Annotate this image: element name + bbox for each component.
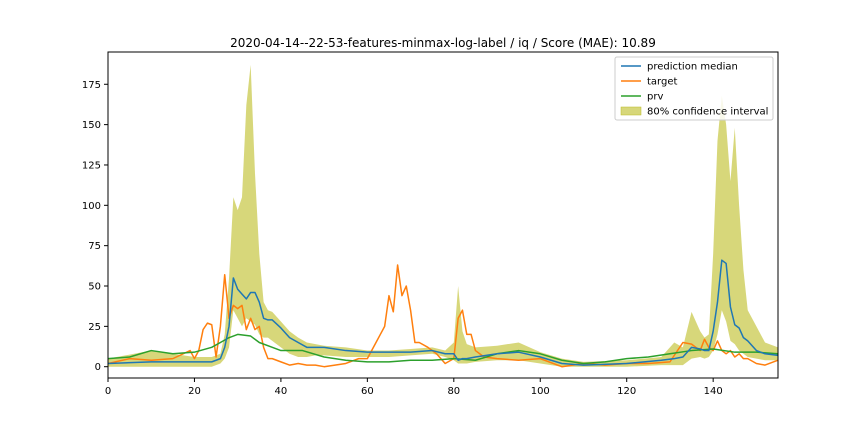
series-line-prediction-median	[108, 259, 778, 366]
legend-item-interval-label: 80% confidence interval	[647, 107, 768, 118]
x-tick-label: 40	[275, 386, 288, 397]
axes-frame	[107, 51, 779, 379]
legend-item-prediction-median-label: prediction median	[647, 62, 738, 73]
x-tick-label: 0	[105, 386, 111, 397]
x-tick-label: 100	[531, 386, 550, 397]
legend-box	[614, 56, 774, 121]
chart-title: 2020-04-14--22-53-features-minmax-log-la…	[230, 36, 656, 50]
legend-item-target-label: target	[647, 77, 677, 88]
axes: 0 20 40 60 80 100 120 140 0 25 50 75 100 125 150 175	[82, 51, 779, 397]
y-tick-label: 150	[82, 120, 101, 131]
x-tick-label: 80	[447, 386, 460, 397]
legend-item-interval-swatch	[620, 106, 642, 116]
y-tick-label: 50	[88, 282, 101, 293]
y-tick-label: 25	[88, 322, 101, 333]
y-tick-label: 100	[82, 201, 101, 212]
y-tick-label: 75	[88, 241, 101, 252]
legend-item-prv-label: prv	[647, 92, 663, 103]
series-line-prv	[108, 333, 778, 365]
x-tick-label: 60	[361, 386, 374, 397]
y-tick-label: 175	[82, 80, 101, 91]
plot-area	[108, 64, 778, 368]
legend: prediction median target prv 80% confidence…	[614, 56, 774, 121]
confidence-band	[108, 64, 778, 367]
x-tick-label: 120	[617, 386, 636, 397]
y-tick-label: 0	[95, 362, 101, 373]
x-tick-label: 140	[704, 386, 723, 397]
x-tick-label: 20	[188, 386, 201, 397]
y-tick-label: 125	[82, 160, 101, 171]
plot-marks	[108, 64, 778, 368]
